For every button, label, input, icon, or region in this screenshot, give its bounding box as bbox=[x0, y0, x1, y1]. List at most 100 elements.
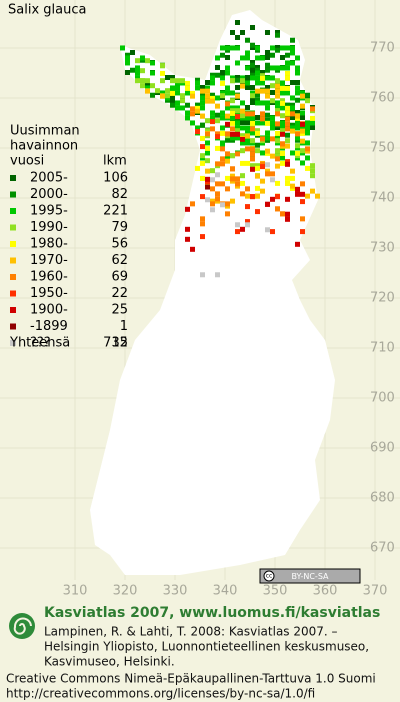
legend-label: 2000- bbox=[30, 187, 68, 202]
record-square bbox=[300, 216, 305, 222]
record-square bbox=[260, 111, 265, 117]
record-square bbox=[215, 134, 220, 140]
record-square bbox=[285, 143, 290, 149]
y-tick-label: 740 bbox=[370, 191, 395, 206]
record-square bbox=[285, 180, 290, 186]
legend-label: -1899 bbox=[30, 319, 68, 334]
citation: Lampinen, R. & Lahti, T. 2008: Kasviatla… bbox=[44, 625, 338, 639]
legend-count: 69 bbox=[111, 270, 128, 285]
record-square bbox=[215, 118, 220, 124]
record-square bbox=[185, 80, 190, 86]
record-square bbox=[240, 180, 245, 186]
record-square bbox=[285, 132, 290, 138]
record-square bbox=[220, 70, 225, 75]
record-square bbox=[295, 125, 300, 131]
record-square bbox=[150, 60, 155, 66]
record-square bbox=[285, 85, 290, 91]
record-square bbox=[210, 201, 215, 207]
record-square bbox=[260, 80, 265, 86]
record-square bbox=[275, 194, 280, 200]
legend-label: 1960- bbox=[30, 270, 68, 285]
record-square bbox=[305, 146, 310, 152]
record-square bbox=[225, 65, 230, 71]
record-square bbox=[135, 78, 140, 84]
record-square bbox=[235, 108, 240, 114]
record-square bbox=[235, 85, 240, 90]
record-square bbox=[305, 155, 310, 161]
record-square bbox=[305, 140, 310, 146]
record-square bbox=[275, 45, 280, 50]
record-square bbox=[245, 37, 250, 43]
record-square bbox=[205, 80, 210, 85]
record-square bbox=[160, 63, 165, 69]
record-square bbox=[225, 101, 230, 107]
record-square bbox=[255, 185, 260, 191]
record-square bbox=[170, 75, 175, 80]
record-square bbox=[215, 95, 220, 101]
record-square bbox=[165, 75, 170, 80]
finland-outline bbox=[90, 10, 335, 575]
record-square bbox=[295, 97, 300, 103]
record-square bbox=[295, 80, 300, 85]
record-square bbox=[160, 90, 165, 96]
record-square bbox=[130, 67, 135, 73]
record-square bbox=[210, 207, 215, 213]
record-square bbox=[220, 161, 225, 167]
record-square bbox=[280, 120, 285, 126]
record-square bbox=[260, 75, 265, 81]
record-square bbox=[240, 55, 245, 61]
record-square bbox=[270, 115, 275, 121]
record-square bbox=[205, 85, 210, 91]
legend-count: 25 bbox=[111, 303, 128, 318]
record-square bbox=[210, 168, 215, 174]
record-square bbox=[250, 194, 255, 200]
x-tick-label: 310 bbox=[63, 584, 88, 599]
y-tick-label: 720 bbox=[370, 291, 395, 306]
record-square bbox=[190, 201, 195, 207]
record-square bbox=[215, 272, 220, 278]
record-square bbox=[175, 90, 180, 96]
record-square bbox=[285, 45, 290, 51]
record-square bbox=[275, 163, 280, 169]
record-square bbox=[310, 120, 315, 126]
record-square bbox=[215, 103, 220, 109]
record-square bbox=[255, 100, 260, 106]
record-square bbox=[210, 198, 215, 204]
record-square bbox=[245, 75, 250, 80]
record-square bbox=[300, 229, 305, 235]
record-square bbox=[295, 110, 300, 115]
record-square bbox=[230, 173, 235, 179]
record-square bbox=[235, 229, 240, 235]
x-tick-label: 350 bbox=[263, 584, 288, 599]
record-square bbox=[245, 50, 250, 56]
record-square bbox=[265, 130, 270, 136]
legend-swatch bbox=[10, 323, 16, 330]
record-square bbox=[270, 75, 275, 81]
record-square bbox=[235, 176, 240, 182]
record-square bbox=[235, 135, 240, 141]
record-square bbox=[210, 98, 215, 104]
record-square bbox=[205, 197, 210, 203]
record-square bbox=[255, 130, 260, 136]
record-square bbox=[245, 120, 250, 125]
license-text: Creative Commons Nimeä-Epäkaupallinen-Ta… bbox=[6, 672, 376, 686]
legend-label: 1995- bbox=[30, 204, 68, 219]
record-square bbox=[295, 150, 300, 156]
record-square bbox=[200, 144, 205, 150]
record-square bbox=[190, 93, 195, 99]
record-square bbox=[230, 131, 235, 137]
record-square bbox=[240, 113, 245, 119]
record-square bbox=[255, 92, 260, 98]
record-square bbox=[280, 65, 285, 71]
record-square bbox=[245, 105, 250, 110]
record-square bbox=[230, 75, 235, 81]
legend-count: 221 bbox=[103, 204, 128, 219]
record-square bbox=[190, 106, 195, 112]
record-square bbox=[245, 133, 250, 139]
record-square bbox=[285, 126, 290, 132]
record-square bbox=[290, 60, 295, 66]
record-square bbox=[280, 141, 285, 147]
legend-swatch bbox=[10, 274, 16, 280]
legend-count: 56 bbox=[111, 237, 128, 252]
record-square bbox=[225, 211, 230, 217]
